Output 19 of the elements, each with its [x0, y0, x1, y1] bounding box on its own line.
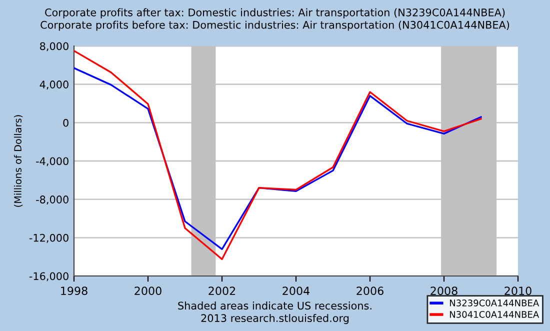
- y-tick-label: -12,000: [29, 234, 68, 243]
- x-tick-label: 2010: [504, 286, 532, 296]
- y-tick-label: -16,000: [29, 272, 68, 282]
- x-tick-label: 2000: [134, 286, 162, 296]
- x-tick-label: 1998: [61, 286, 88, 296]
- x-tick-label: 2006: [356, 286, 384, 296]
- x-tick-label: 2004: [282, 286, 310, 296]
- y-tick-label: 8,000: [40, 42, 68, 52]
- text: Shaded areas indicate US recessions. 2013 research.stlouisfed.org: [178, 302, 372, 324]
- chart-title: Corporate profits after tax: Domestic industries: Air transportation (N3239C0A144NBEA) Corporate profits before tax: Domestic industries: Air transportation (N3041C0A144NBEA): [40, 8, 510, 31]
- y-tick-label: 4,000: [40, 80, 68, 90]
- x-tick-label: 2008: [430, 286, 458, 296]
- legend-label: N3041C0A144NBEA: [450, 310, 540, 318]
- y-tick-label: -8,000: [36, 196, 68, 204]
- legend-label: N3239C0A144NBEA: [450, 300, 540, 306]
- y-axis-title: (Millions of Dollars): [14, 115, 23, 207]
- x-tick-label: 2002: [208, 286, 236, 296]
- y-tick-label: -4,000: [36, 157, 68, 166]
- y-tick-label: 0: [63, 118, 68, 127]
